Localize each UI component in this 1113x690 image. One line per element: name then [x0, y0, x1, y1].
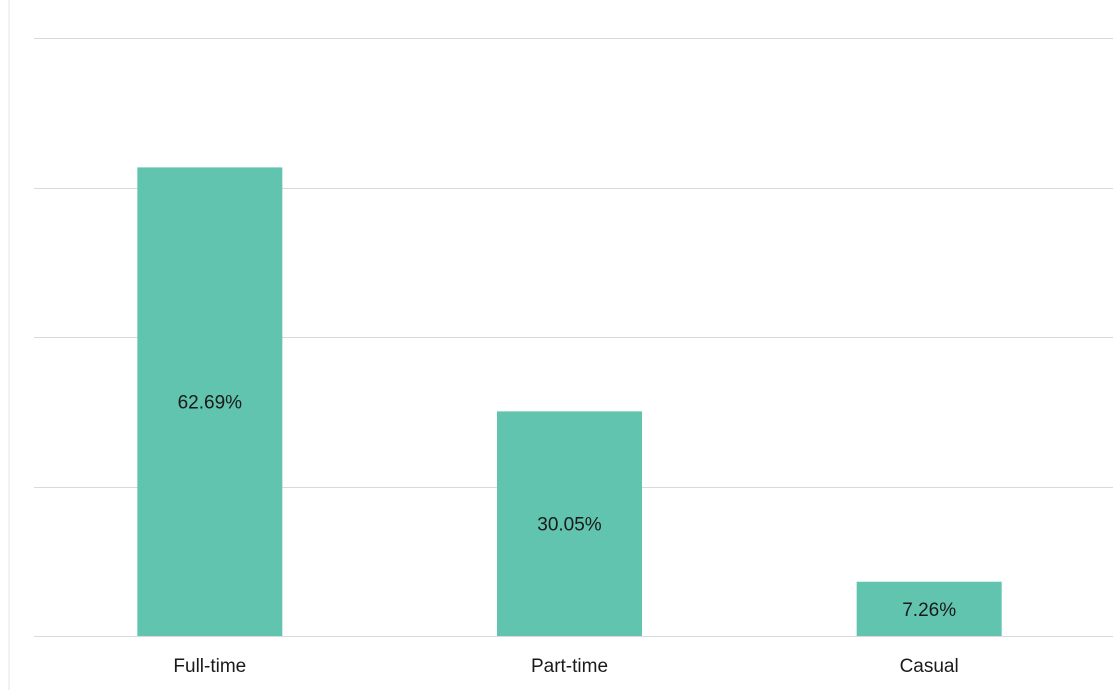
bar-full-time [137, 167, 283, 636]
bar-casual [856, 581, 1002, 636]
category-tick-label: Part-time [531, 656, 608, 677]
category-tick-label: Full-time [173, 656, 246, 677]
category-tick-label: Casual [900, 656, 959, 677]
data-labels: 62.69% 30.05% 7.26% [178, 393, 957, 621]
data-label: 62.69% [178, 393, 243, 414]
data-label: 30.05% [537, 515, 602, 536]
bars [137, 167, 1002, 636]
category-tick-labels: Full-time Part-time Casual [173, 656, 958, 677]
bar-part-time [497, 411, 642, 636]
data-label: 7.26% [902, 600, 956, 621]
